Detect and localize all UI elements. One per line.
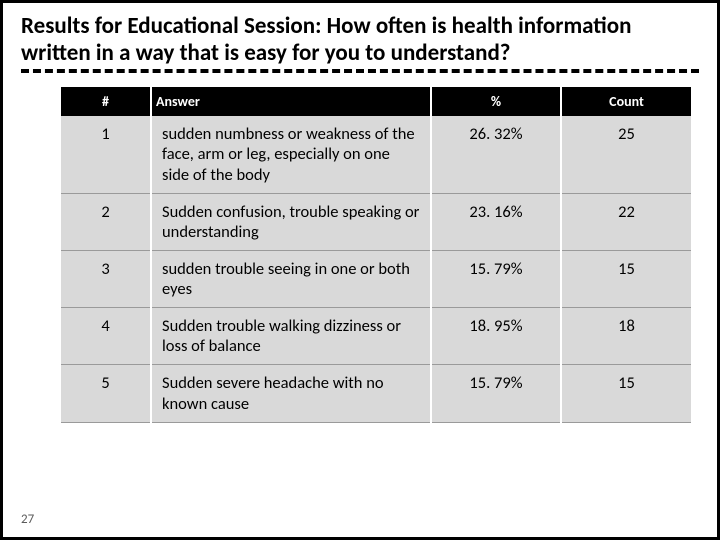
- cell-count: 15: [561, 250, 691, 307]
- table-row: 1 sudden numbness or weakness of the fac…: [61, 116, 691, 193]
- cell-count: 18: [561, 308, 691, 365]
- col-header-count: Count: [561, 87, 691, 116]
- col-header-pct: %: [431, 87, 561, 116]
- col-header-answer: Answer: [151, 87, 431, 116]
- cell-pct: 18. 95%: [431, 308, 561, 365]
- results-table-wrap: # Answer % Count 1 sudden numbness or we…: [61, 87, 677, 422]
- cell-num: 1: [61, 116, 151, 193]
- cell-count: 25: [561, 116, 691, 193]
- cell-num: 4: [61, 308, 151, 365]
- cell-answer: Sudden confusion, trouble speaking or un…: [151, 193, 431, 250]
- cell-num: 5: [61, 365, 151, 422]
- cell-count: 15: [561, 365, 691, 422]
- page-number: 27: [21, 512, 34, 527]
- slide-title: Results for Educational Session: How oft…: [21, 13, 699, 71]
- results-table: # Answer % Count 1 sudden numbness or we…: [61, 87, 691, 422]
- table-row: 2 Sudden confusion, trouble speaking or …: [61, 193, 691, 250]
- cell-count: 22: [561, 193, 691, 250]
- table-row: 5 Sudden severe headache with no known c…: [61, 365, 691, 422]
- cell-answer: Sudden severe headache with no known cau…: [151, 365, 431, 422]
- cell-answer: sudden numbness or weakness of the face,…: [151, 116, 431, 193]
- table-header-row: # Answer % Count: [61, 87, 691, 116]
- col-header-num: #: [61, 87, 151, 116]
- cell-pct: 26. 32%: [431, 116, 561, 193]
- cell-pct: 15. 79%: [431, 365, 561, 422]
- cell-answer: Sudden trouble walking dizziness or loss…: [151, 308, 431, 365]
- table-row: 4 Sudden trouble walking dizziness or lo…: [61, 308, 691, 365]
- cell-num: 3: [61, 250, 151, 307]
- cell-pct: 15. 79%: [431, 250, 561, 307]
- slide-frame: Results for Educational Session: How oft…: [0, 0, 720, 540]
- table-row: 3 sudden trouble seeing in one or both e…: [61, 250, 691, 307]
- cell-num: 2: [61, 193, 151, 250]
- cell-answer: sudden trouble seeing in one or both eye…: [151, 250, 431, 307]
- title-underline: [21, 69, 699, 73]
- cell-pct: 23. 16%: [431, 193, 561, 250]
